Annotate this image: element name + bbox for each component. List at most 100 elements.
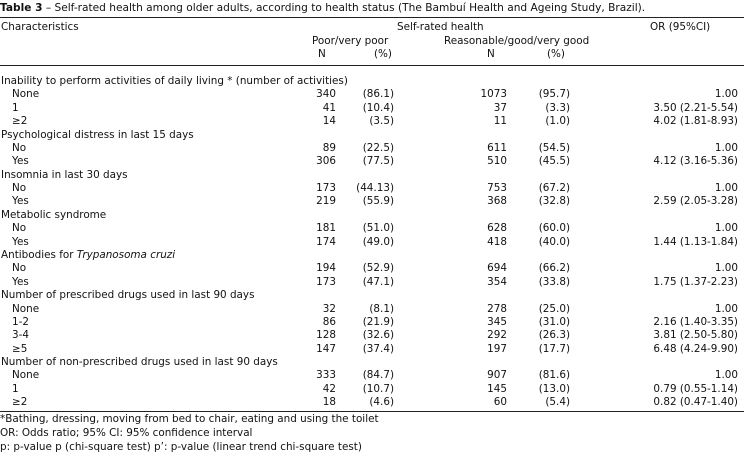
footnote-1: *Bathing, dressing, moving from bed to c… (0, 413, 379, 425)
pct-reasonable-cell: (5.4) (545, 396, 570, 409)
n-poor-cell: 42 (322, 382, 336, 395)
pct-poor-cell: (51.0) (362, 222, 394, 235)
row-label: ≥2 (12, 115, 27, 128)
label-text: 1 (12, 382, 19, 395)
label-text: Antibodies for (1, 248, 77, 261)
n-poor-cell: 18 (322, 396, 336, 409)
pct-reasonable-cell: (45.5) (538, 155, 570, 168)
pct-poor-cell: (52.9) (362, 262, 394, 275)
label-text: None (12, 302, 40, 315)
table-row: Yes 219 (55.9) 368 (32.8) 2.59 (2.05-3.28) (0, 195, 744, 208)
row-label: Yes (12, 276, 29, 289)
section-label: Number of prescribed drugs used in last … (1, 289, 255, 302)
pct-reasonable-cell: (3.3) (545, 101, 570, 114)
row-label: None (12, 369, 39, 382)
label-text: 3-4 (12, 329, 29, 342)
n-poor-cell: 333 (316, 369, 336, 382)
header-n-poor: N (318, 48, 326, 60)
table-caption-text: – Self-rated health among older adults, … (42, 2, 646, 14)
table-row: No 173 (44.13) 753 (67.2) 1.00 (0, 182, 744, 195)
footnote-3: p: p-value p (chi-square test) p’: p-val… (0, 441, 362, 453)
pct-poor-cell: (32.6) (362, 329, 394, 342)
table-row: 1 42 (10.7) 145 (13.0) 0.79 (0.55-1.14) (0, 383, 744, 396)
n-poor-cell: 86 (322, 315, 336, 328)
label-text: None (12, 88, 40, 101)
n-poor-cell: 32 (322, 302, 336, 315)
pct-reasonable-cell: (40.0) (538, 235, 570, 248)
label-text: 1 (12, 101, 19, 114)
or-cell: 1.00 (714, 302, 738, 315)
or-cell: 3.50 (2.21-5.54) (653, 101, 738, 114)
n-reasonable-cell: 1073 (480, 88, 507, 101)
table-row: Yes 174 (49.0) 418 (40.0) 1.44 (1.13-1.84) (0, 236, 744, 249)
table-row: 1 41 (10.4) 37 (3.3) 3.50 (2.21-5.54) (0, 102, 744, 115)
pct-poor-cell: (44.13) (356, 182, 394, 194)
header-rule (0, 65, 744, 66)
n-poor-cell: 173 (316, 182, 336, 194)
table-row: No 89 (22.5) 611 (54.5) 1.00 (0, 142, 744, 155)
n-reasonable-cell: 753 (487, 182, 507, 194)
pct-reasonable-cell: (25.0) (538, 302, 570, 315)
table-caption: Table 3 – Self-rated health among older … (0, 2, 645, 14)
footnote-2: OR: Odds ratio; 95% CI: 95% confidence i… (0, 427, 253, 439)
or-cell: 1.44 (1.13-1.84) (653, 235, 738, 248)
label-text: Number of prescribed drugs used in last … (1, 289, 255, 302)
label-text: No (12, 222, 27, 235)
pct-reasonable-cell: (17.7) (538, 342, 570, 355)
label-text: Psychological distress in last 15 days (1, 128, 194, 141)
table-row: 3-4 128 (32.6) 292 (26.3) 3.81 (2.50-5.80) (0, 329, 744, 342)
table-row: Yes 306 (77.5) 510 (45.5) 4.12 (3.16-5.36) (0, 155, 744, 168)
label-text: Number of non-prescribed drugs used in l… (1, 356, 278, 368)
table-row: ≥5 147 (37.4) 197 (17.7) 6.48 (4.24-9.90) (0, 343, 744, 356)
n-poor-cell: 194 (316, 262, 336, 275)
n-reasonable-cell: 11 (493, 115, 507, 128)
pct-reasonable-cell: (33.8) (538, 275, 570, 288)
label-text: Metabolic syndrome (1, 208, 107, 221)
row-label: None (12, 303, 39, 316)
top-rule (0, 17, 744, 18)
n-reasonable-cell: 368 (487, 195, 507, 208)
table-row: ≥2 14 (3.5) 11 (1.0) 4.02 (1.81-8.93) (0, 115, 744, 128)
row-label: None (12, 88, 39, 101)
row-label: No (12, 182, 26, 195)
header-n-reasonable: N (487, 48, 495, 60)
section-row: Antibodies for Trypanosoma cruzi (0, 249, 744, 262)
pct-poor-cell: (8.1) (369, 302, 394, 315)
or-cell: 4.12 (3.16-5.36) (653, 155, 738, 168)
table-row: 1-2 86 (21.9) 345 (31.0) 2.16 (1.40-3.35) (0, 316, 744, 329)
pct-poor-cell: (37.4) (362, 342, 394, 355)
pct-reasonable-cell: (31.0) (538, 315, 570, 328)
pct-reasonable-cell: (66.2) (538, 262, 570, 275)
pct-reasonable-cell: (81.6) (538, 369, 570, 382)
label-text: No (12, 182, 27, 194)
header-characteristics: Characteristics (1, 21, 79, 33)
label-text: No (12, 262, 27, 275)
section-label: Antibodies for Trypanosoma cruzi (1, 249, 175, 262)
or-cell: 1.00 (714, 369, 738, 382)
label-text: Yes (12, 155, 29, 168)
row-label: ≥2 (12, 396, 27, 409)
n-reasonable-cell: 354 (487, 275, 507, 288)
or-cell: 3.81 (2.50-5.80) (653, 329, 738, 342)
row-label: No (12, 262, 26, 275)
header-reasonable: Reasonable/good/very good (444, 35, 590, 47)
label-text: ≥2 (12, 115, 28, 128)
section-row: Metabolic syndrome (0, 209, 744, 222)
or-cell: 1.00 (714, 88, 738, 101)
or-cell: 4.02 (1.81-8.93) (653, 115, 738, 128)
section-row: Number of prescribed drugs used in last … (0, 289, 744, 302)
n-poor-cell: 181 (316, 222, 336, 235)
or-cell: 1.00 (714, 141, 738, 154)
table-row: None 32 (8.1) 278 (25.0) 1.00 (0, 303, 744, 316)
n-reasonable-cell: 345 (487, 315, 507, 328)
section-label: Metabolic syndrome (1, 209, 106, 222)
n-reasonable-cell: 197 (487, 342, 507, 355)
row-label: 3-4 (12, 329, 29, 342)
pct-reasonable-cell: (32.8) (538, 195, 570, 208)
n-poor-cell: 14 (322, 115, 336, 128)
n-reasonable-cell: 37 (493, 101, 507, 114)
section-label: Psychological distress in last 15 days (1, 129, 194, 142)
table-row: None 333 (84.7) 907 (81.6) 1.00 (0, 369, 744, 382)
table-row: No 181 (51.0) 628 (60.0) 1.00 (0, 222, 744, 235)
row-label: No (12, 142, 26, 155)
